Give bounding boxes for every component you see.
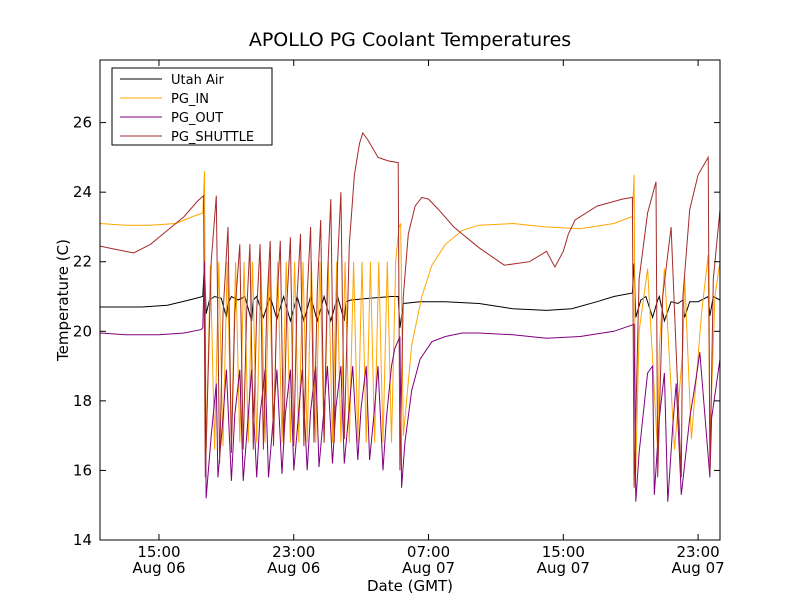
y-tick-label: 18 — [73, 392, 92, 410]
y-tick-label: 22 — [73, 253, 92, 271]
x-tick-label-time: 23:00 — [272, 543, 315, 561]
x-tick-label-date: Aug 07 — [672, 559, 725, 577]
x-tick-label-date: Aug 06 — [267, 559, 320, 577]
chart-title: APOLLO PG Coolant Temperatures — [249, 29, 571, 51]
series-line-pg-shuttle — [100, 131, 720, 488]
plot-frame — [99, 59, 721, 541]
y-tick-label: 14 — [73, 531, 92, 549]
x-tick-label-date: Aug 07 — [537, 559, 590, 577]
series-line-pg-out — [100, 261, 720, 502]
legend-label: Utah Air — [171, 73, 224, 88]
series-layer — [100, 131, 720, 502]
x-axis-label: Date (GMT) — [367, 577, 453, 595]
x-tick-label-time: 23:00 — [676, 543, 719, 561]
x-tick-label-date: Aug 07 — [402, 559, 455, 577]
x-tick-label-time: 07:00 — [407, 543, 450, 561]
legend-label: PG_SHUTTLE — [171, 130, 254, 145]
legend-label: PG_IN — [171, 92, 209, 107]
legend-box — [111, 67, 273, 146]
x-tick-label-time: 15:00 — [542, 543, 585, 561]
y-axis-label: Temperature (C) — [54, 239, 72, 362]
y-tick-label: 16 — [73, 461, 92, 479]
legend-label: PG_OUT — [171, 111, 223, 126]
x-tick-label-time: 15:00 — [137, 543, 180, 561]
legend: Utah Air PG_IN PG_OUT PG_SHUTTLE — [111, 67, 273, 146]
y-tick-label: 20 — [73, 322, 92, 340]
x-tick-label-date: Aug 06 — [132, 559, 185, 577]
y-tick-label: 24 — [73, 183, 92, 201]
y-tick-label: 26 — [73, 114, 92, 132]
